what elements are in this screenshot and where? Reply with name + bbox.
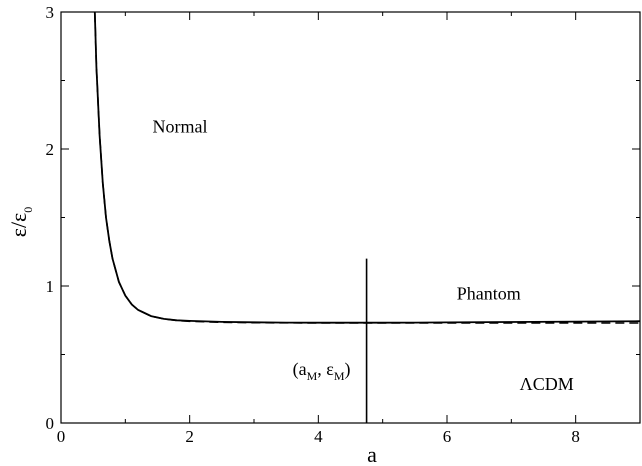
y-axis-title-main: ε/ε	[6, 213, 31, 238]
annotation-label: Normal	[153, 117, 208, 137]
annotation-label: Phantom	[457, 284, 521, 304]
x-tick-label: 6	[443, 427, 452, 446]
annotation-label: ΛCDM	[520, 374, 574, 394]
y-axis-title: ε/ε0	[6, 207, 35, 238]
y-tick-label: 1	[46, 277, 55, 296]
annotation-part: M	[307, 369, 318, 383]
x-tick-label: 0	[57, 427, 66, 446]
x-tick-label: 2	[185, 427, 194, 446]
y-tick-label: 0	[46, 414, 55, 433]
plot-frame	[60, 11, 641, 424]
annotation-label: (aM, εM)	[293, 359, 351, 383]
annotation-part: M	[334, 369, 345, 383]
annotation-part: )	[344, 359, 350, 380]
y-tick-label: 3	[46, 3, 55, 22]
y-tick-label: 2	[46, 140, 55, 159]
annotation-part: (a	[293, 359, 307, 380]
x-tick-label: 8	[571, 427, 580, 446]
annotation-part: , ε	[317, 359, 334, 379]
x-tick-label: 4	[314, 427, 323, 446]
x-axis-title: a	[367, 442, 377, 466]
y-axis-title-sub: 0	[21, 207, 35, 213]
